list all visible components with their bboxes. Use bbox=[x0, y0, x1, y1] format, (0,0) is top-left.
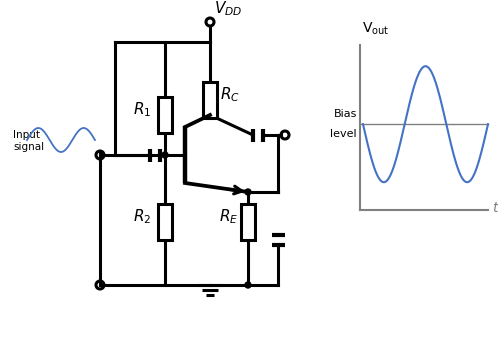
Circle shape bbox=[245, 282, 251, 288]
Text: $R_1$: $R_1$ bbox=[132, 101, 151, 119]
Text: $\mathregular{V_{out}}$: $\mathregular{V_{out}}$ bbox=[362, 21, 389, 37]
Bar bbox=[241, 204, 255, 240]
Text: Bias: Bias bbox=[334, 109, 357, 119]
Circle shape bbox=[162, 152, 168, 158]
Text: $R_E$: $R_E$ bbox=[219, 208, 238, 226]
Bar bbox=[203, 82, 217, 118]
Bar bbox=[158, 97, 172, 133]
Bar bbox=[158, 204, 172, 240]
Circle shape bbox=[245, 189, 251, 195]
Text: $R_C$: $R_C$ bbox=[220, 86, 240, 104]
Text: $R_2$: $R_2$ bbox=[133, 208, 151, 226]
Text: t: t bbox=[492, 201, 498, 215]
Text: level: level bbox=[330, 129, 357, 139]
Text: $V_{DD}$: $V_{DD}$ bbox=[214, 0, 243, 18]
Text: Input
signal: Input signal bbox=[13, 130, 44, 152]
